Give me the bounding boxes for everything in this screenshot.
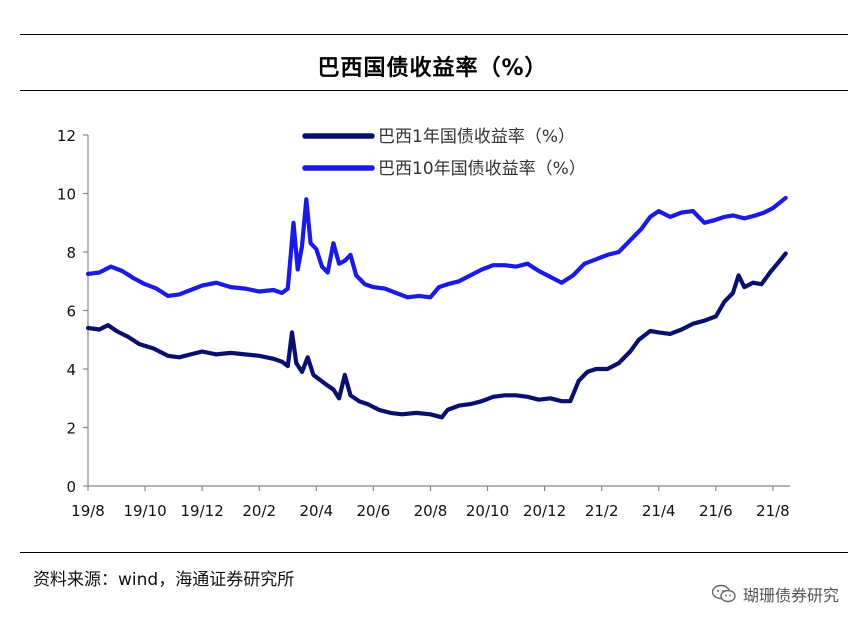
x-tick-label: 21/8: [756, 502, 790, 520]
wechat-icon: [711, 584, 736, 603]
legend: 巴西1年国债收益率（%） 巴西10年国债收益率（%）: [302, 127, 586, 179]
x-tick-label: 20/8: [414, 502, 448, 520]
source-note: 资料来源：wind，海通证券研究所: [33, 570, 295, 590]
y-tick-label: 8: [66, 244, 76, 262]
y-tick-label: 6: [66, 303, 76, 321]
x-tick-label: 21/6: [699, 502, 733, 520]
y-tick-label: 0: [66, 478, 76, 496]
x-tick-label: 21/4: [642, 502, 676, 520]
chart-title: 巴西国债收益率（%）: [317, 56, 548, 81]
y-tick-label: 12: [57, 127, 76, 145]
x-tick-label: 20/10: [466, 502, 509, 520]
bottom-rule: [20, 552, 848, 553]
x-tick-label: 20/2: [242, 502, 276, 520]
watermark-text: 瑚珊债券研究: [742, 586, 839, 605]
x-tick-label: 19/10: [123, 502, 166, 520]
legend-label-1: 巴西1年国债收益率（%）: [378, 127, 575, 147]
series-line-1: [85, 251, 788, 420]
title-rule: [20, 90, 848, 91]
line-chart: 0 2 4 6 8 10 12 19/8 19/10 19/12 20/2 20/4 20/6 20/8 2…: [57, 127, 790, 520]
y-tick-label: 2: [66, 420, 76, 438]
x-tick-label: 20/12: [523, 502, 566, 520]
top-rule: [20, 34, 848, 35]
legend-label-2: 巴西10年国债收益率（%）: [378, 159, 586, 179]
series-lines: [85, 195, 788, 420]
series-line-2: [85, 195, 788, 300]
x-tick-label: 20/6: [357, 502, 391, 520]
x-tick-label: 21/2: [585, 502, 619, 520]
y-tick-label: 4: [66, 361, 76, 379]
x-tick-label: 20/4: [299, 502, 333, 520]
x-tick-label: 19/8: [71, 502, 105, 520]
y-tick-label: 10: [57, 186, 76, 204]
watermark: 瑚珊债券研究: [711, 582, 839, 606]
axes: 0 2 4 6 8 10 12 19/8 19/10 19/12 20/2 20/4 20/6 20/8 2…: [57, 127, 790, 520]
x-tick-label: 19/12: [181, 502, 224, 520]
